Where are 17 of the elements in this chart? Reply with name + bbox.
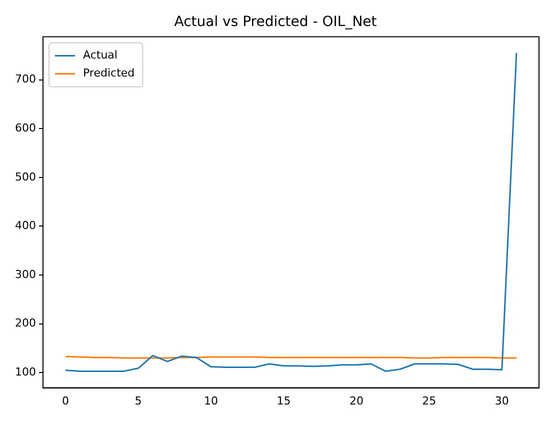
y-tick-label: 600 <box>14 121 36 134</box>
x-tick-label: 20 <box>349 394 364 408</box>
x-tick-label: 15 <box>276 394 291 408</box>
y-tick-label: 300 <box>14 268 36 281</box>
y-tick-label: 100 <box>14 366 36 379</box>
y-tick-label: 400 <box>14 219 36 232</box>
y-tick-label: 700 <box>14 72 36 86</box>
y-tick-label: 200 <box>14 316 36 330</box>
y-tick-label: 500 <box>14 170 36 184</box>
x-tick-label: 0 <box>62 394 70 408</box>
x-tick-label: 25 <box>422 394 436 408</box>
legend-label: Actual <box>82 48 118 62</box>
x-tick-label: 30 <box>494 394 509 408</box>
x-tick-label: 5 <box>134 394 142 408</box>
legend-label: Predicted <box>82 66 135 80</box>
x-tick-label: 10 <box>204 394 218 408</box>
chart-title: Actual vs Predicted - OIL_Net <box>174 14 378 30</box>
